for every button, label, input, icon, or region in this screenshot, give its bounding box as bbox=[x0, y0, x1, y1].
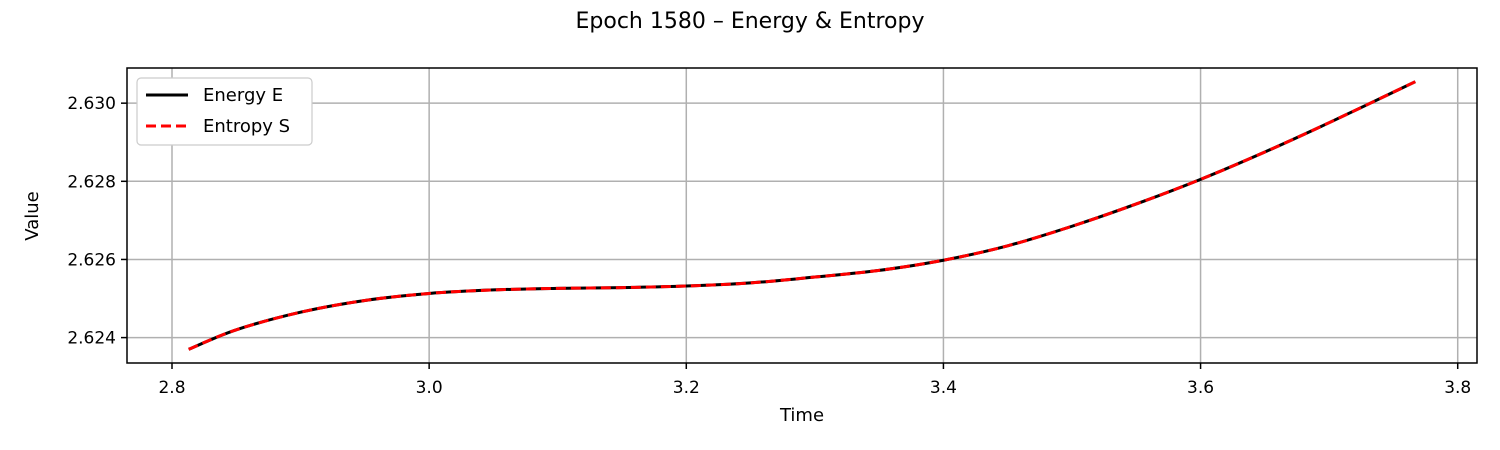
series-line-energy-e bbox=[188, 80, 1416, 351]
grid bbox=[127, 68, 1477, 363]
x-tick-label: 3.2 bbox=[673, 378, 700, 398]
series-layer bbox=[188, 80, 1416, 351]
legend-label-entropy: Entropy S bbox=[203, 116, 290, 137]
x-axis-label: Time bbox=[779, 405, 824, 426]
y-tick-label: 2.626 bbox=[67, 250, 116, 270]
y-tick-label: 2.624 bbox=[67, 329, 116, 349]
x-tick-label: 3.0 bbox=[416, 378, 443, 398]
x-tick-label: 3.8 bbox=[1444, 378, 1471, 398]
y-tick-label: 2.630 bbox=[67, 94, 116, 114]
legend-label-energy: Energy E bbox=[203, 85, 283, 106]
y-tick-label: 2.628 bbox=[67, 172, 116, 192]
series-line-entropy-s bbox=[188, 80, 1416, 351]
x-tick-label: 3.4 bbox=[930, 378, 957, 398]
chart-title: Epoch 1580 – Energy & Entropy bbox=[576, 9, 925, 34]
plot-frame bbox=[126, 67, 1478, 364]
x-tick-label: 2.8 bbox=[158, 378, 185, 398]
y-axis-label: Value bbox=[22, 191, 43, 240]
x-tick-label: 3.6 bbox=[1187, 378, 1214, 398]
legend: Energy E Entropy S bbox=[136, 77, 313, 146]
ticks: 2.8 3.0 3.2 3.4 3.6 3.8 2.624 2.626 2.628 2.630 bbox=[67, 94, 1471, 398]
